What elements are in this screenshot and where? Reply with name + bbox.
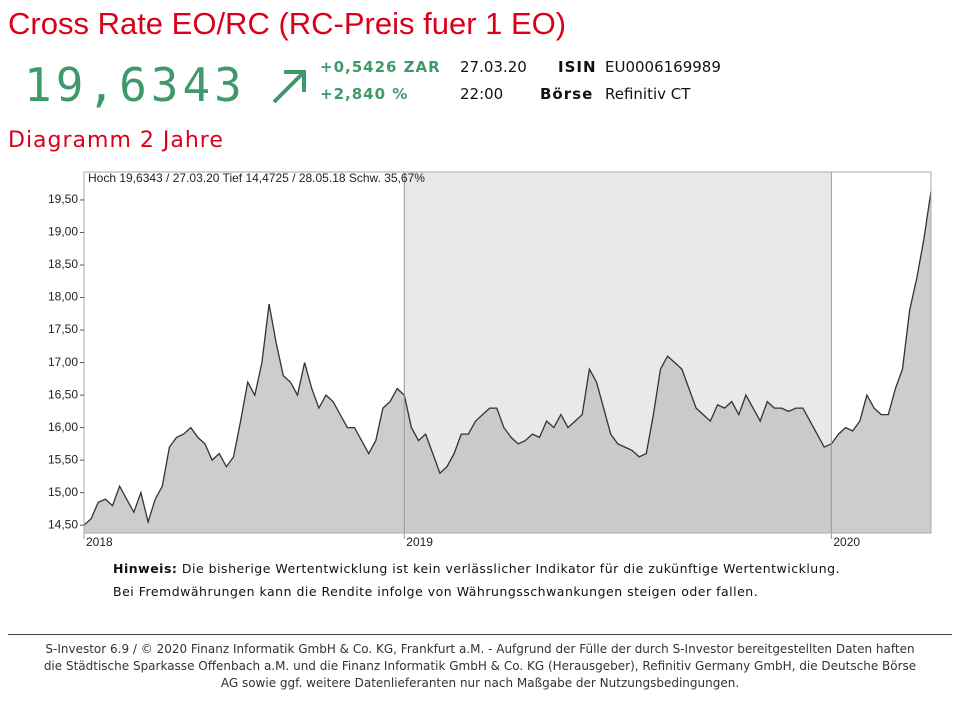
trend-arrow — [272, 70, 306, 104]
y-tick-label: 17,00 — [48, 355, 78, 369]
area — [84, 191, 931, 533]
y-tick-label: 19,50 — [48, 192, 78, 206]
y-tick-label: 16,00 — [48, 420, 78, 434]
change-pct: +2,840 % — [320, 85, 409, 103]
chart: 2018 2019 2020 14,50 15,00 15,50 16,00 16,50 17,… — [48, 171, 932, 549]
chart-stats: Hoch 19,6343 / 27.03.20 Tief 14,4725 / 2… — [88, 171, 425, 185]
footer-rule — [8, 634, 952, 635]
notice-text: Die bisherige Wertentwicklung ist kein v… — [181, 561, 841, 576]
date: 27.03.20 — [460, 58, 527, 76]
y-tick-label: 17,50 — [48, 322, 78, 336]
footer-line: S-Investor 6.9 / © 2020 Finanz Informati… — [45, 642, 915, 656]
subtitle: Diagramm 2 Jahre — [8, 128, 224, 153]
x-tick-label: 2019 — [406, 535, 433, 549]
exchange: Refinitiv CT — [605, 85, 691, 103]
y-tick-label: 15,50 — [48, 452, 78, 466]
price: 19,6343 — [24, 58, 246, 112]
y-tick-label: 18,50 — [48, 257, 78, 271]
exchange-label: Börse — [540, 85, 594, 103]
y-tick-label: 18,00 — [48, 290, 78, 304]
notice-2: Bei Fremdwährungen kann die Rendite info… — [113, 584, 759, 599]
isin: EU0006169989 — [605, 58, 721, 76]
x-tick-label: 2020 — [833, 535, 860, 549]
notice-label: Hinweis: — [113, 561, 178, 576]
y-tick-label: 15,00 — [48, 485, 78, 499]
y-tick-label: 19,00 — [48, 225, 78, 239]
line — [83, 191, 932, 526]
x-tick-label: 2018 — [86, 535, 113, 549]
footer-line: AG sowie ggf. weitere Datenlieferanten n… — [220, 676, 740, 690]
y-tick-label: 16,50 — [48, 387, 78, 401]
title: Cross Rate EO/RC (RC-Preis fuer 1 EO) — [8, 6, 567, 41]
y-tick-label: 14,50 — [48, 517, 78, 531]
footer-line: die Städtische Sparkasse Offenbach a.M. … — [43, 659, 917, 673]
change-abs: +0,5426 ZAR — [320, 58, 441, 76]
time: 22:00 — [460, 85, 504, 103]
plot-frame — [83, 171, 932, 534]
isin-label: ISIN — [558, 58, 597, 76]
notice-1: Hinweis: Die bisherige Wertentwicklung i… — [113, 561, 840, 576]
